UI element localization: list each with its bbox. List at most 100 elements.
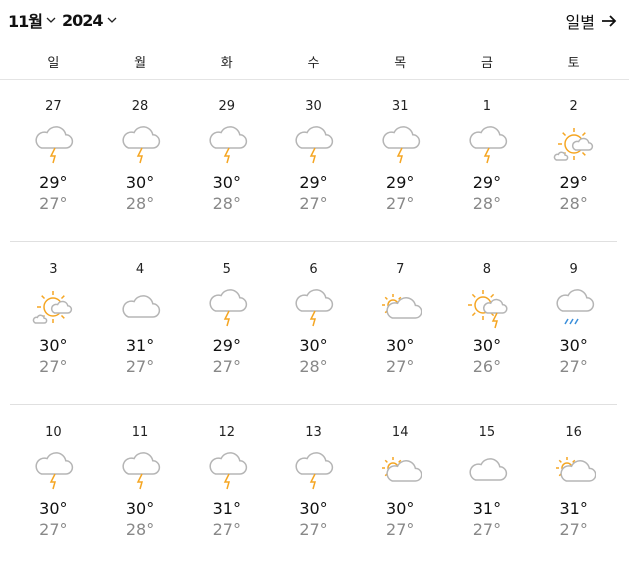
thunder-weather-icon xyxy=(382,126,421,164)
day-number: 27 xyxy=(45,99,62,114)
high-temp: 30° xyxy=(299,336,328,355)
day-number: 15 xyxy=(478,425,496,440)
high-temp: 30° xyxy=(299,499,328,518)
day-cell[interactable]: 8 30° 26° xyxy=(444,261,531,377)
low-temp: 27° xyxy=(386,357,415,376)
chevron-down-icon xyxy=(46,17,56,23)
day-number: 8 xyxy=(482,262,492,277)
day-cell[interactable]: 11 30° 28° xyxy=(97,424,184,540)
partly-cloudy-weather-icon xyxy=(555,457,596,482)
weekday-5: 금 xyxy=(480,56,493,71)
day-cell[interactable]: 9 30° 27° xyxy=(530,261,617,377)
month-select[interactable]: 11월 xyxy=(8,8,56,32)
low-temp: 28° xyxy=(472,194,502,213)
sunny-few-clouds-weather-icon xyxy=(553,128,593,161)
thunder-weather-icon xyxy=(295,126,334,164)
low-temp: 27° xyxy=(212,357,241,376)
weekday-3: 수 xyxy=(307,56,320,71)
low-temp: 27° xyxy=(386,194,415,213)
high-temp: 31° xyxy=(125,336,155,355)
thunder-weather-icon xyxy=(35,452,74,490)
day-cell[interactable]: 16 31° 27° xyxy=(530,424,617,540)
day-cell[interactable]: 28 30° 28° xyxy=(97,98,184,214)
high-temp: 29° xyxy=(299,173,328,192)
weekday-1: 월 xyxy=(134,56,147,71)
week-row: 3 30° 27° 4 31° 27° 5 29° 27° 6 30° 28° 7 30° 27° 8 30° 2… xyxy=(10,261,617,377)
day-number: 6 xyxy=(309,262,318,277)
day-number: 29 xyxy=(218,99,236,114)
low-temp: 27° xyxy=(559,357,588,376)
week-row: 27 29° 27° 28 30° 28° 29 30° 28° 30 29° 27° 31 29° 27°… xyxy=(10,98,617,214)
day-cell[interactable]: 10 30° 27° xyxy=(10,424,97,540)
high-temp: 29° xyxy=(559,173,588,192)
day-number: 9 xyxy=(569,262,578,277)
week-row: 10 30° 27° 11 30° 28° 12 31° 27° 13 30° 27° 14 30° 27°… xyxy=(10,424,617,540)
low-temp: 27° xyxy=(559,520,588,539)
weekday-2: 화 xyxy=(220,56,233,71)
high-temp: 30° xyxy=(39,336,68,355)
row-divider xyxy=(10,241,617,242)
sun-thunder-weather-icon xyxy=(467,290,508,329)
weekday-0: 일 xyxy=(47,56,60,71)
day-cell[interactable]: 12 31° 27° xyxy=(183,424,270,540)
thunder-weather-icon xyxy=(295,289,334,327)
partly-cloudy-weather-icon xyxy=(382,457,423,482)
day-cell[interactable]: 4 31° 27° xyxy=(97,261,184,377)
day-cell[interactable]: 27 29° 27° xyxy=(10,98,97,214)
day-cell[interactable]: 15 31° 27° xyxy=(444,424,531,540)
low-temp: 27° xyxy=(39,357,68,376)
weekday-6: 토 xyxy=(567,56,580,71)
day-cell[interactable]: 29 30° 28° xyxy=(183,98,270,214)
thunder-weather-icon xyxy=(35,126,74,164)
day-cell[interactable]: 13 30° 27° xyxy=(270,424,357,540)
high-temp: 31° xyxy=(212,499,241,518)
day-cell[interactable]: 3 30° 27° xyxy=(10,261,97,377)
high-temp: 30° xyxy=(472,336,502,355)
row-divider xyxy=(10,404,617,405)
low-temp: 26° xyxy=(472,357,502,376)
low-temp: 27° xyxy=(299,520,328,539)
day-cell[interactable]: 6 30° 28° xyxy=(270,261,357,377)
arrow-right-icon xyxy=(602,15,617,27)
day-number: 11 xyxy=(131,425,149,440)
rain-weather-icon xyxy=(556,289,594,325)
day-cell[interactable]: 7 30° 27° xyxy=(357,261,444,377)
day-number: 4 xyxy=(135,262,145,277)
low-temp: 27° xyxy=(212,520,241,539)
low-temp: 27° xyxy=(39,194,68,213)
high-temp: 31° xyxy=(472,499,502,518)
year-value: 2024 xyxy=(62,10,104,30)
high-temp: 30° xyxy=(125,499,155,518)
year-select[interactable]: 2024 xyxy=(62,11,117,30)
day-number: 14 xyxy=(391,425,409,440)
low-temp: 27° xyxy=(39,520,68,539)
day-cell[interactable]: 1 29° 28° xyxy=(444,98,531,214)
low-temp: 28° xyxy=(212,194,241,213)
daily-view-link[interactable]: 일별 xyxy=(566,9,617,33)
day-cell[interactable]: 14 30° 27° xyxy=(357,424,444,540)
high-temp: 29° xyxy=(472,173,502,192)
day-cell[interactable]: 2 29° 28° xyxy=(530,98,617,214)
day-number: 16 xyxy=(565,425,582,440)
high-temp: 30° xyxy=(559,336,588,355)
day-cell[interactable]: 30 29° 27° xyxy=(270,98,357,214)
day-number: 1 xyxy=(482,99,492,114)
high-temp: 29° xyxy=(212,336,241,355)
high-temp: 29° xyxy=(386,173,415,192)
day-cell[interactable]: 5 29° 27° xyxy=(183,261,270,377)
day-number: 13 xyxy=(305,425,322,440)
low-temp: 27° xyxy=(386,520,415,539)
thunder-weather-icon xyxy=(469,126,508,164)
daily-label: 일별 xyxy=(565,13,595,32)
weekday-4: 목 xyxy=(394,56,407,71)
low-temp: 27° xyxy=(472,520,502,539)
day-number: 10 xyxy=(45,425,62,440)
high-temp: 30° xyxy=(386,336,415,355)
day-number: 5 xyxy=(222,262,231,277)
day-number: 2 xyxy=(569,99,578,114)
thunder-weather-icon xyxy=(122,126,161,164)
day-cell[interactable]: 31 29° 27° xyxy=(357,98,444,214)
low-temp: 27° xyxy=(125,357,155,376)
